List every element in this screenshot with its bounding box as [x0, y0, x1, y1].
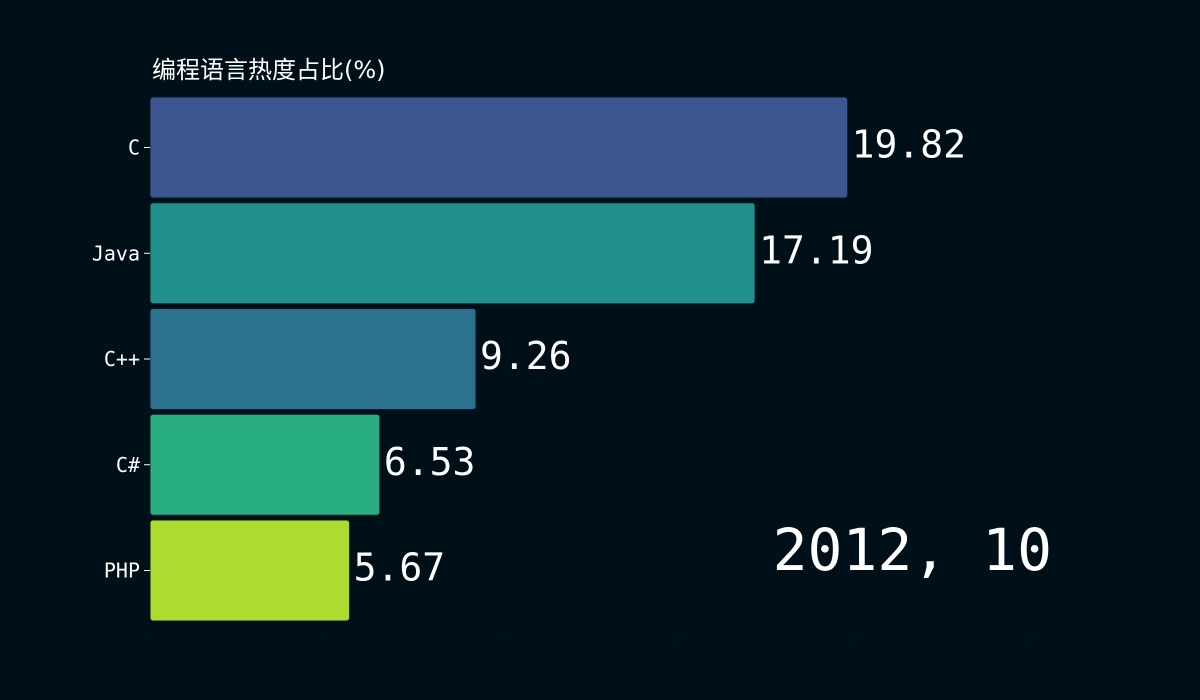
- date-label: 2012, 10: [773, 516, 1052, 584]
- x-tick-label: 10: [496, 634, 509, 645]
- x-tick-label: 20: [848, 634, 861, 645]
- category-label: C: [128, 136, 140, 160]
- bar-php: [149, 519, 351, 622]
- value-label: 6.53: [384, 440, 476, 484]
- bar-c: [149, 96, 849, 199]
- chart-title: 编程语言热度占比(%): [152, 56, 386, 84]
- category-label: PHP: [104, 559, 140, 583]
- value-label: 19.82: [852, 123, 966, 167]
- value-label: 9.26: [480, 334, 572, 378]
- x-tick-label: 25: [1024, 634, 1037, 645]
- x-axis: 0 5 10 15 20 25: [147, 634, 1037, 645]
- x-tick-label: 15: [672, 634, 685, 645]
- bar-java: [149, 202, 756, 305]
- x-tick-label: 5: [323, 634, 329, 645]
- value-label: 5.67: [354, 546, 446, 590]
- category-label: Java: [92, 241, 140, 265]
- value-label: 17.19: [759, 228, 873, 272]
- x-tick-label: 0: [147, 634, 153, 645]
- bars-group: C 19.82 Java 17.19 C++ 9.26 C# 6.53 PHP 5.67: [92, 96, 966, 622]
- category-label: C#: [116, 453, 140, 477]
- category-label: C++: [104, 347, 140, 371]
- bar-cpp: [149, 308, 477, 410]
- bar-csharp: [149, 413, 381, 516]
